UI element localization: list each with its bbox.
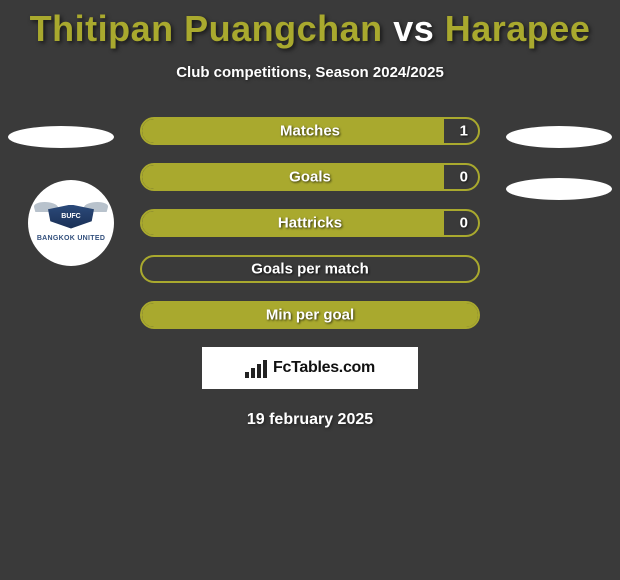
club-logo: BUFC BANGKOK UNITED xyxy=(28,180,114,266)
page-title: Thitipan Puangchan vs Harapee xyxy=(0,0,620,50)
stat-label: Goals per match xyxy=(251,261,369,278)
stat-value: 1 xyxy=(460,123,468,140)
stat-value: 0 xyxy=(460,215,468,232)
club-logo-name: BANGKOK UNITED xyxy=(37,235,105,242)
stat-row-matches: Matches 1 xyxy=(140,117,480,145)
stat-label: Matches xyxy=(280,123,340,140)
stat-label: Min per goal xyxy=(266,307,354,324)
stat-label: Goals xyxy=(289,169,331,186)
vs-text: vs xyxy=(393,8,434,49)
club-placeholder-right-top xyxy=(506,126,612,148)
player1-name: Thitipan Puangchan xyxy=(30,8,383,49)
stat-row-hattricks: Hattricks 0 xyxy=(140,209,480,237)
stat-row-min-per-goal: Min per goal xyxy=(140,301,480,329)
club-logo-shield: BUFC xyxy=(48,205,94,229)
brand-box[interactable]: FcTables.com xyxy=(202,347,418,389)
club-logo-shield-text: BUFC xyxy=(61,213,80,220)
player2-name: Harapee xyxy=(445,8,591,49)
brand-text: FcTables.com xyxy=(273,359,375,377)
brand-chart-icon xyxy=(245,358,267,378)
club-placeholder-right-mid xyxy=(506,178,612,200)
club-placeholder-left-top xyxy=(8,126,114,148)
stat-row-goals-per-match: Goals per match xyxy=(140,255,480,283)
stat-row-goals: Goals 0 xyxy=(140,163,480,191)
subtitle: Club competitions, Season 2024/2025 xyxy=(0,64,620,81)
stat-value: 0 xyxy=(460,169,468,186)
stat-label: Hattricks xyxy=(278,215,342,232)
date-text: 19 february 2025 xyxy=(0,411,620,429)
